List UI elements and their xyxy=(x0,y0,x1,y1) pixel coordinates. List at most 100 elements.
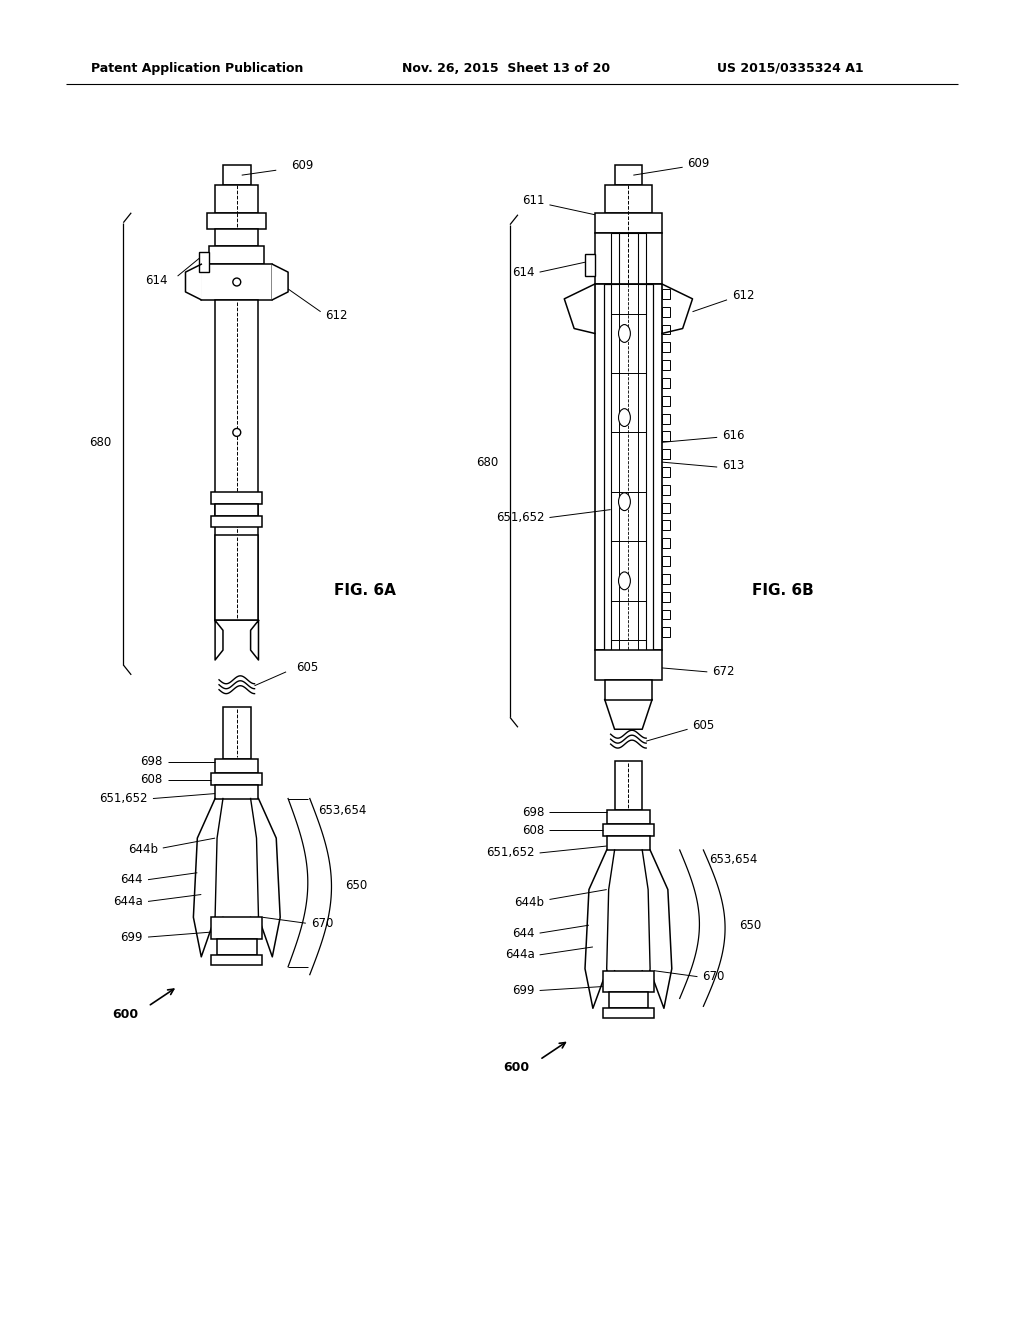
Text: 699: 699 xyxy=(121,931,143,944)
Text: 699: 699 xyxy=(512,983,535,997)
Bar xyxy=(662,325,670,334)
Text: 644b: 644b xyxy=(128,843,158,857)
Bar xyxy=(215,759,258,772)
Text: 616: 616 xyxy=(722,429,744,442)
Bar xyxy=(215,185,258,213)
Text: 651,652: 651,652 xyxy=(99,792,148,805)
Bar xyxy=(662,467,670,477)
Ellipse shape xyxy=(618,325,631,342)
Polygon shape xyxy=(662,284,692,334)
Text: 653,654: 653,654 xyxy=(317,804,366,817)
Bar xyxy=(211,516,262,528)
Text: 698: 698 xyxy=(140,755,163,768)
Text: FIG. 6A: FIG. 6A xyxy=(335,583,396,598)
Text: FIG. 6B: FIG. 6B xyxy=(752,583,813,598)
Bar xyxy=(662,360,670,370)
Text: 650: 650 xyxy=(345,879,368,892)
Bar xyxy=(215,536,258,620)
Text: 644: 644 xyxy=(121,873,143,886)
Bar xyxy=(662,306,670,317)
Bar xyxy=(604,284,653,651)
Text: 609: 609 xyxy=(687,157,710,170)
Bar xyxy=(618,284,638,651)
Text: 600: 600 xyxy=(504,1061,529,1074)
Bar xyxy=(662,396,670,405)
Bar xyxy=(606,836,650,850)
Bar xyxy=(662,484,670,495)
Bar xyxy=(211,954,262,965)
Text: 608: 608 xyxy=(140,774,163,787)
Circle shape xyxy=(232,279,241,286)
Bar xyxy=(603,824,654,836)
Bar xyxy=(662,556,670,566)
Circle shape xyxy=(232,429,241,437)
Bar xyxy=(223,708,251,759)
Bar xyxy=(217,939,257,954)
Bar xyxy=(595,213,662,232)
Text: 672: 672 xyxy=(713,665,735,678)
Bar xyxy=(211,772,262,784)
Text: 614: 614 xyxy=(145,273,168,286)
Text: 670: 670 xyxy=(310,916,333,929)
Bar xyxy=(605,185,652,213)
Polygon shape xyxy=(564,284,595,334)
Bar xyxy=(202,264,272,300)
Bar xyxy=(662,591,670,602)
Text: 698: 698 xyxy=(522,807,545,818)
Bar xyxy=(662,342,670,352)
Bar xyxy=(606,810,650,824)
Text: 644a: 644a xyxy=(114,895,143,908)
Text: 605: 605 xyxy=(692,719,715,731)
Text: 608: 608 xyxy=(522,824,545,837)
Bar xyxy=(207,213,266,228)
Text: 614: 614 xyxy=(512,265,535,279)
Bar xyxy=(662,627,670,638)
Bar xyxy=(610,232,646,284)
Bar xyxy=(595,651,662,680)
Text: 650: 650 xyxy=(739,919,761,932)
Bar xyxy=(662,413,670,424)
Polygon shape xyxy=(272,264,288,300)
Bar xyxy=(223,165,251,185)
Bar xyxy=(215,228,258,247)
Ellipse shape xyxy=(618,492,631,511)
Bar xyxy=(200,252,209,272)
Bar xyxy=(605,680,652,700)
Bar xyxy=(614,760,642,810)
Bar xyxy=(662,432,670,441)
Text: 651,652: 651,652 xyxy=(496,511,545,524)
Bar xyxy=(618,232,638,284)
Bar xyxy=(603,1008,654,1018)
Bar xyxy=(608,993,648,1008)
Bar xyxy=(211,492,262,504)
Text: 609: 609 xyxy=(291,158,313,172)
Bar xyxy=(614,165,642,185)
Text: 644: 644 xyxy=(512,927,535,940)
Text: 653,654: 653,654 xyxy=(710,853,758,866)
Text: 612: 612 xyxy=(732,289,755,302)
Text: 680: 680 xyxy=(89,436,112,449)
Bar xyxy=(662,289,670,298)
Bar xyxy=(662,539,670,548)
Bar xyxy=(662,520,670,531)
Bar xyxy=(662,378,670,388)
Text: Nov. 26, 2015  Sheet 13 of 20: Nov. 26, 2015 Sheet 13 of 20 xyxy=(401,62,609,75)
Bar xyxy=(603,970,654,993)
Bar xyxy=(662,574,670,583)
Bar xyxy=(595,232,662,284)
Text: 611: 611 xyxy=(522,194,545,207)
Text: 613: 613 xyxy=(722,458,744,471)
Text: 644b: 644b xyxy=(514,896,545,909)
Text: 670: 670 xyxy=(702,970,725,983)
Bar xyxy=(215,300,258,620)
Text: Patent Application Publication: Patent Application Publication xyxy=(91,62,303,75)
Polygon shape xyxy=(185,264,202,300)
Bar xyxy=(595,284,662,651)
Text: 600: 600 xyxy=(112,1007,138,1020)
Bar xyxy=(209,247,264,264)
Text: 612: 612 xyxy=(326,309,348,322)
Text: 644a: 644a xyxy=(505,948,535,961)
Bar xyxy=(662,610,670,619)
Bar xyxy=(662,503,670,512)
Ellipse shape xyxy=(618,572,631,590)
